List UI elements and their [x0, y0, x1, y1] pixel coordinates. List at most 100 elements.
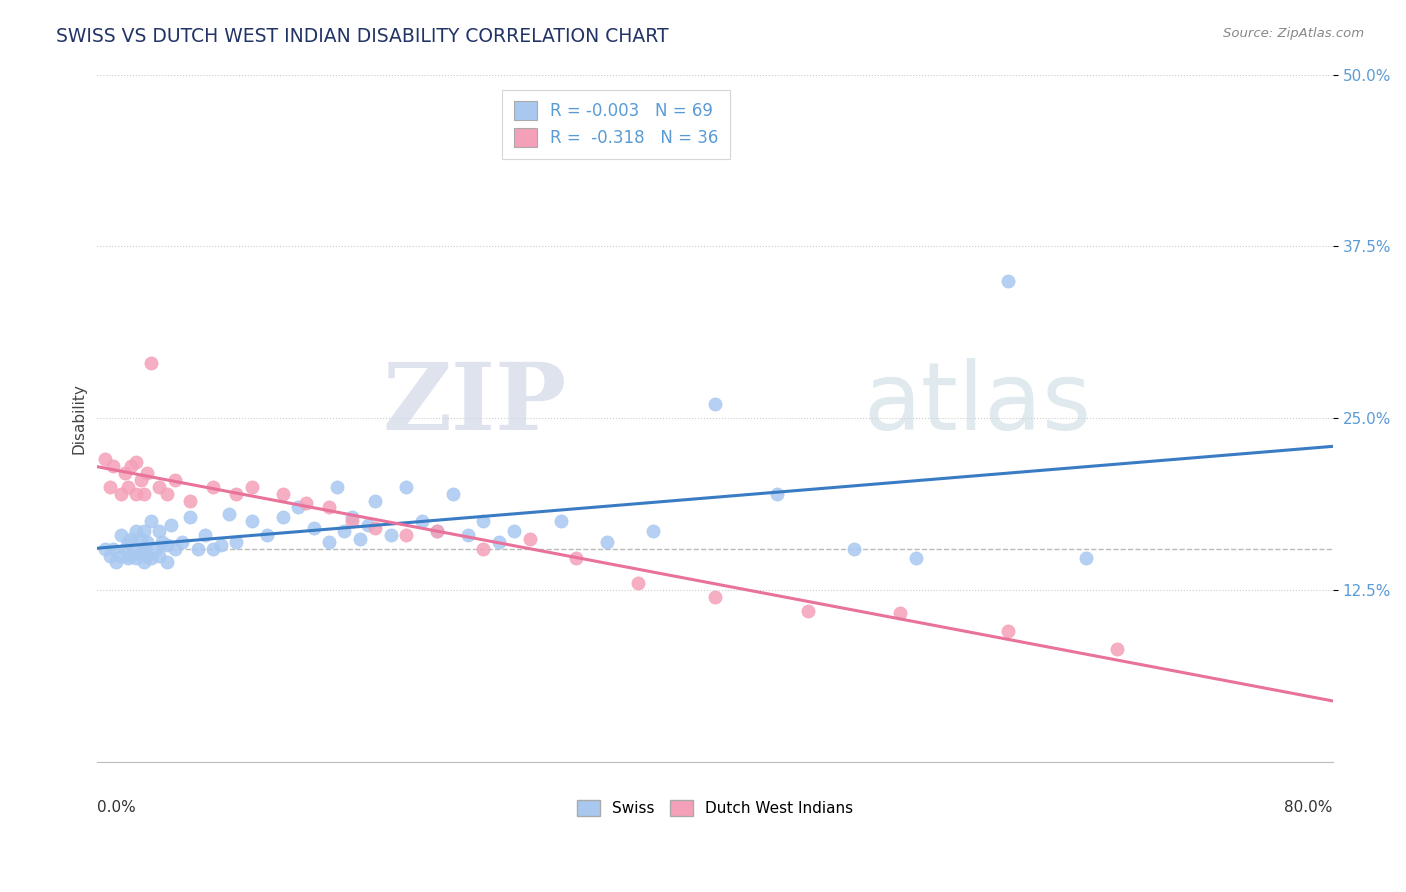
Point — [125, 541, 148, 556]
Point — [148, 480, 170, 494]
Point — [472, 541, 495, 556]
Point — [117, 480, 139, 494]
Point — [295, 496, 318, 510]
Point — [120, 459, 142, 474]
Point — [98, 549, 121, 563]
Point — [395, 528, 418, 542]
Point — [550, 514, 572, 528]
Point — [318, 500, 340, 515]
Point — [1105, 642, 1128, 657]
Point — [997, 274, 1019, 288]
Point — [287, 500, 309, 515]
Text: ZIP: ZIP — [382, 359, 567, 450]
Point — [160, 518, 183, 533]
Point — [256, 528, 278, 542]
Point — [596, 534, 619, 549]
Point — [441, 487, 464, 501]
Point — [643, 524, 665, 538]
Point — [110, 549, 132, 563]
Text: SWISS VS DUTCH WEST INDIAN DISABILITY CORRELATION CHART: SWISS VS DUTCH WEST INDIAN DISABILITY CO… — [56, 27, 669, 45]
Point — [842, 541, 865, 556]
Point — [129, 546, 152, 560]
Point — [101, 459, 124, 474]
Point — [125, 487, 148, 501]
Point — [114, 541, 136, 556]
Point — [997, 624, 1019, 639]
Point — [271, 510, 294, 524]
Text: atlas: atlas — [863, 359, 1091, 450]
Point — [364, 493, 387, 508]
Point — [627, 576, 650, 591]
Point — [156, 556, 179, 570]
Point — [135, 466, 157, 480]
Point — [218, 508, 240, 522]
Point — [565, 551, 588, 566]
Point — [135, 534, 157, 549]
Point — [94, 452, 117, 467]
Text: 0.0%: 0.0% — [97, 799, 136, 814]
Point — [141, 514, 163, 528]
Point — [132, 524, 155, 538]
Point — [135, 549, 157, 563]
Point — [187, 541, 209, 556]
Point — [179, 510, 201, 524]
Point — [519, 532, 541, 546]
Point — [110, 487, 132, 501]
Point — [132, 541, 155, 556]
Point — [411, 514, 433, 528]
Point — [98, 480, 121, 494]
Point — [704, 590, 727, 604]
Point — [125, 455, 148, 469]
Point — [117, 534, 139, 549]
Point — [141, 551, 163, 566]
Y-axis label: Disability: Disability — [72, 383, 86, 454]
Point — [766, 487, 789, 501]
Point — [202, 480, 225, 494]
Point — [132, 487, 155, 501]
Point — [302, 521, 325, 535]
Point — [148, 549, 170, 563]
Text: 80.0%: 80.0% — [1285, 799, 1333, 814]
Point — [120, 549, 142, 563]
Point — [349, 532, 371, 546]
Point — [101, 541, 124, 556]
Point — [163, 541, 186, 556]
Point — [94, 541, 117, 556]
Point — [148, 524, 170, 538]
Point — [904, 551, 927, 566]
Point — [340, 514, 363, 528]
Point — [340, 510, 363, 524]
Point — [426, 524, 449, 538]
Point — [356, 518, 378, 533]
Point — [395, 480, 418, 494]
Point — [796, 604, 818, 618]
Point — [472, 514, 495, 528]
Point — [889, 607, 911, 621]
Point — [318, 534, 340, 549]
Point — [125, 551, 148, 566]
Point — [380, 528, 402, 542]
Point — [172, 534, 194, 549]
Point — [150, 534, 173, 549]
Point — [209, 538, 232, 552]
Point — [240, 514, 263, 528]
Point — [114, 466, 136, 480]
Point — [364, 521, 387, 535]
Point — [117, 551, 139, 566]
Point — [225, 534, 247, 549]
Point — [129, 473, 152, 487]
Point — [325, 480, 347, 494]
Point — [110, 528, 132, 542]
Point — [125, 524, 148, 538]
Point — [426, 524, 449, 538]
Point — [129, 532, 152, 546]
Point — [225, 487, 247, 501]
Point — [240, 480, 263, 494]
Point — [704, 397, 727, 411]
Text: Source: ZipAtlas.com: Source: ZipAtlas.com — [1223, 27, 1364, 40]
Point — [145, 541, 167, 556]
Point — [503, 524, 526, 538]
Point — [194, 528, 217, 542]
Point — [156, 538, 179, 552]
Point — [457, 528, 479, 542]
